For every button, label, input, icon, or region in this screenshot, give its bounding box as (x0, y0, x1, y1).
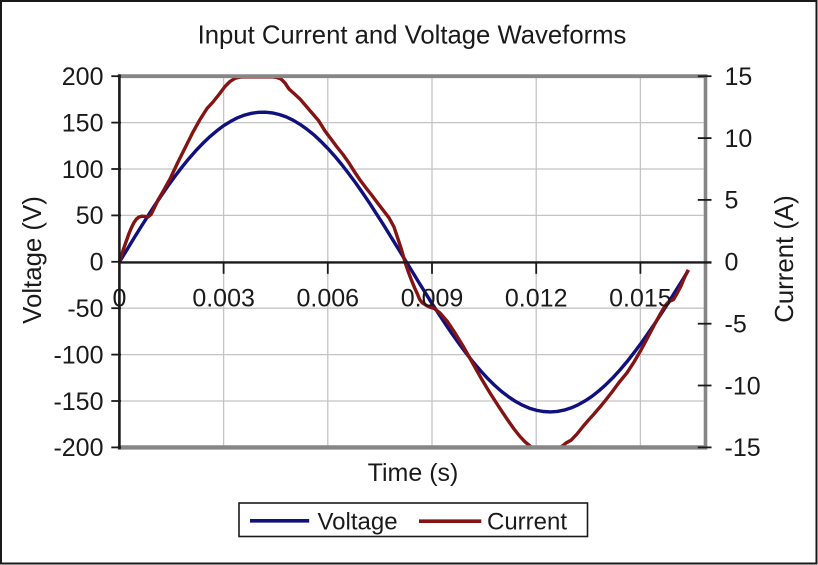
svg-text:Input Current and Voltage Wave: Input Current and Voltage Waveforms (198, 21, 627, 49)
svg-text:10: 10 (725, 125, 753, 153)
svg-text:-150: -150 (53, 388, 103, 416)
svg-text:-5: -5 (725, 311, 747, 339)
svg-text:15: 15 (725, 63, 753, 91)
svg-text:0.006: 0.006 (297, 285, 360, 313)
svg-text:0.012: 0.012 (505, 285, 568, 313)
svg-text:0: 0 (725, 249, 739, 277)
svg-text:Voltage: Voltage (318, 509, 398, 536)
svg-text:0.015: 0.015 (609, 285, 672, 313)
svg-text:5: 5 (725, 187, 739, 215)
svg-text:50: 50 (76, 202, 104, 230)
svg-text:Current (A): Current (A) (771, 195, 799, 323)
svg-text:-50: -50 (67, 295, 103, 323)
svg-text:-100: -100 (53, 341, 103, 369)
svg-text:100: 100 (62, 156, 104, 184)
svg-text:0: 0 (112, 285, 126, 313)
svg-text:Current: Current (487, 509, 567, 536)
svg-text:​Time (s): ​Time (s) (368, 459, 459, 487)
svg-text:-15: -15 (725, 434, 761, 462)
svg-text:0.009: 0.009 (401, 285, 464, 313)
svg-text:0.003: 0.003 (192, 285, 255, 313)
svg-text:200: 200 (62, 63, 104, 91)
svg-text:150: 150 (62, 109, 104, 137)
svg-text:-200: -200 (53, 434, 103, 462)
svg-text:Voltage (V): Voltage (V) (19, 196, 47, 324)
svg-text:0: 0 (90, 249, 104, 277)
svg-text:-10: -10 (725, 372, 761, 400)
